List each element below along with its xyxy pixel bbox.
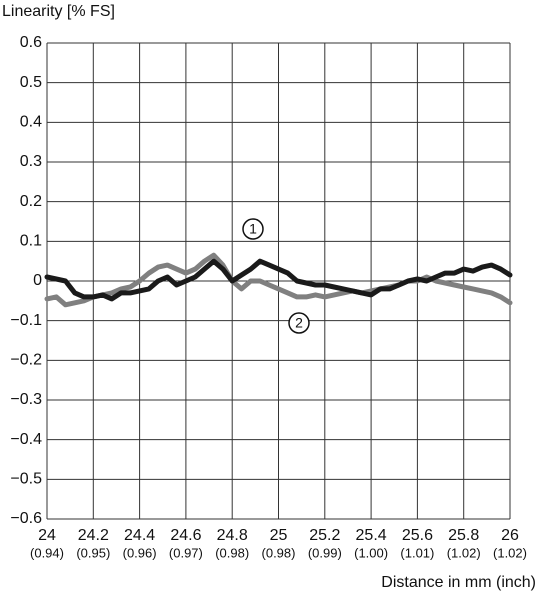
y-tick-label: −0.3 xyxy=(10,391,42,408)
series-tag-circle xyxy=(288,312,310,334)
x-tick-label: 25.6 xyxy=(402,527,433,544)
x-tick-label: 24.8 xyxy=(217,527,248,544)
x-secondary-tick-label: (0.98) xyxy=(215,545,249,560)
x-secondary-tick-label: (0.97) xyxy=(169,545,203,560)
x-tick-label: 24.6 xyxy=(170,527,201,544)
y-tick-label: 0.5 xyxy=(20,74,42,91)
x-tick-label: 24 xyxy=(38,527,56,544)
x-secondary-tick-label: (1.02) xyxy=(493,545,527,560)
y-tick-label: −0.4 xyxy=(10,431,42,448)
x-tick-label: 25.2 xyxy=(309,527,340,544)
x-tick-label: 25.4 xyxy=(356,527,387,544)
x-axis-label: Distance in mm (inch) xyxy=(381,574,536,591)
x-tick-label: 24.2 xyxy=(78,527,109,544)
x-tick-label: 26 xyxy=(501,527,519,544)
y-tick-label: −0.6 xyxy=(10,510,42,527)
y-tick-label: 0.6 xyxy=(20,34,42,51)
y-tick-label: 0.3 xyxy=(20,153,42,170)
x-secondary-tick-label: (0.99) xyxy=(308,545,342,560)
data-line xyxy=(44,258,513,302)
x-secondary-tick-label: (0.98) xyxy=(262,545,296,560)
x-secondary-tick-label: (0.96) xyxy=(123,545,157,560)
series-tag: 2 xyxy=(295,315,303,331)
x-secondary-tick-label: (1.01) xyxy=(400,545,434,560)
y-tick-label: 0.2 xyxy=(20,193,42,210)
x-secondary-tick-label: (0.94) xyxy=(30,545,64,560)
x-tick-label: 24.4 xyxy=(124,527,155,544)
y-tick-label: 0.4 xyxy=(20,114,42,131)
series-tag-circle xyxy=(242,218,264,240)
y-tick-label: −0.2 xyxy=(10,352,42,369)
x-tick-label: 25.8 xyxy=(448,527,479,544)
y-tick-label: −0.1 xyxy=(10,312,42,329)
x-secondary-tick-label: (1.00) xyxy=(354,545,388,560)
x-secondary-tick-label: (0.95) xyxy=(76,545,110,560)
x-secondary-tick-label: (1.02) xyxy=(447,545,481,560)
series-tag: 1 xyxy=(249,221,257,237)
y-tick-label: −0.5 xyxy=(10,471,42,488)
y-axis-label: Linearity [% FS] xyxy=(2,3,115,20)
x-tick-label: 25 xyxy=(270,527,288,544)
y-tick-label: 0 xyxy=(33,272,42,289)
y-tick-label: 0.1 xyxy=(20,233,42,250)
